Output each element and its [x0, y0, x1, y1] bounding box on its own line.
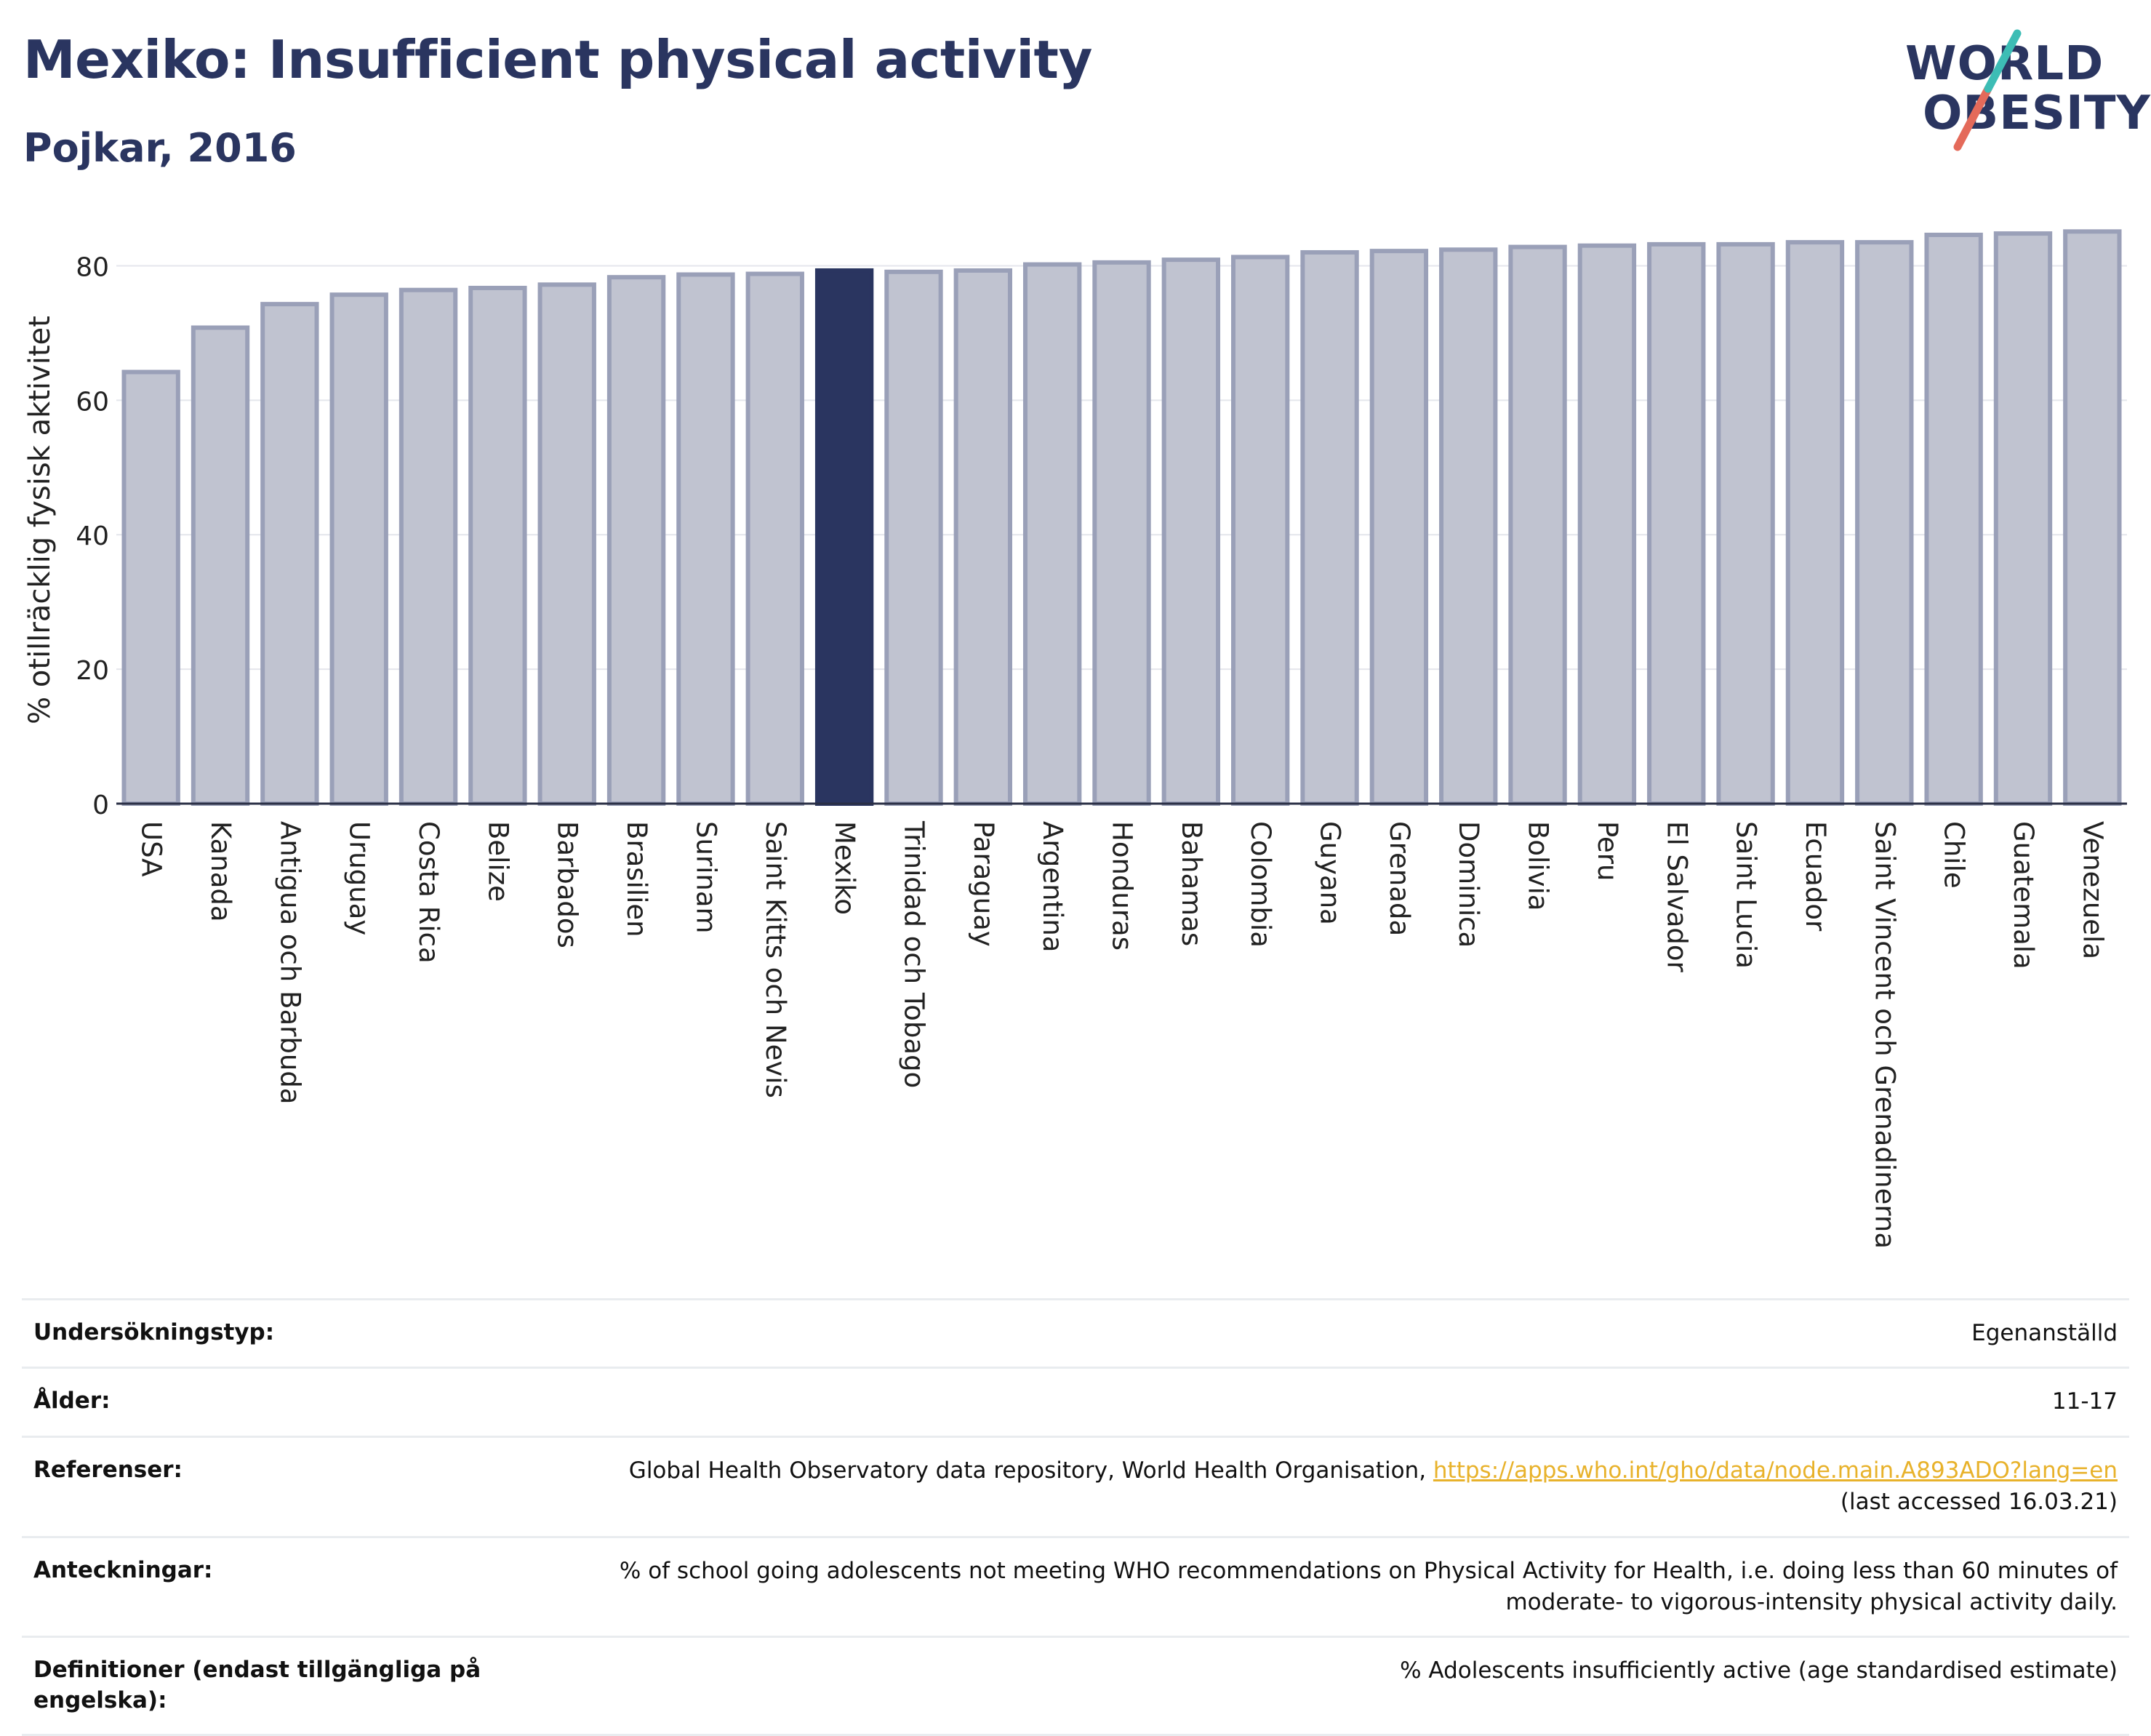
chart-title: Mexiko: Insufficient physical activity	[23, 29, 1092, 90]
y-tick-label: 20	[76, 656, 109, 686]
meta-row-definitions: Definitioner (endast tillgängliga på eng…	[22, 1636, 2129, 1736]
y-tick-label: 60	[76, 387, 109, 417]
meta-value: % of school going adolescents not meetin…	[619, 1557, 2118, 1615]
bar	[121, 369, 180, 806]
chart-subtitle: Pojkar, 2016	[23, 125, 297, 171]
x-tick-label: Barbados	[552, 821, 583, 948]
reference-link[interactable]: https://apps.who.int/gho/data/node.main.…	[1433, 1457, 2118, 1484]
x-tick-label: Chile	[1939, 821, 1970, 889]
bar	[1647, 241, 1706, 806]
x-tick-label: Costa Rica	[413, 821, 444, 964]
x-tick-label: Mexiko	[829, 821, 860, 915]
x-tick-label: Surinam	[690, 821, 721, 934]
x-tick-label: Peru	[1592, 821, 1623, 881]
x-tick-label: Guyana	[1315, 821, 1346, 925]
meta-row-notes: Anteckningar: % of school going adolesce…	[22, 1535, 2129, 1636]
y-axis-label: % otillräcklig fysisk aktivitet	[23, 316, 57, 724]
x-tick-label: Grenada	[1384, 821, 1415, 936]
meta-value: Global Health Observatory data repositor…	[629, 1455, 2118, 1519]
bar	[1092, 260, 1151, 807]
meta-label: Anteckningar:	[33, 1556, 213, 1583]
x-tick-label: Bolivia	[1523, 821, 1554, 911]
bar	[1785, 240, 1845, 806]
bar	[1300, 249, 1359, 806]
bar	[1231, 255, 1290, 806]
meta-label: Referenser:	[33, 1456, 183, 1483]
x-tick-label: Uruguay	[344, 821, 375, 935]
x-tick-label: Saint Lucia	[1731, 821, 1762, 969]
meta-value: 11-17	[2051, 1388, 2118, 1415]
x-tick-label: Bahamas	[1176, 821, 1207, 946]
bar	[606, 275, 666, 806]
meta-row-age: Ålder: 11-17	[22, 1367, 2129, 1435]
y-tick-label: 0	[92, 791, 109, 820]
bar	[1993, 231, 2053, 807]
bar	[2063, 229, 2122, 807]
bar	[1577, 243, 1637, 807]
bar-chart: 0 20 40 60 80 % otillräcklig fysisk aktivitet…	[23, 229, 2127, 1249]
bar	[1439, 247, 1498, 807]
bar	[191, 325, 250, 806]
x-tick-label: Dominica	[1453, 821, 1484, 948]
x-tick-label: Saint Kitts och Nevis	[760, 821, 791, 1098]
x-tick-label: Kanada	[205, 821, 236, 922]
y-tick-label: 80	[76, 252, 109, 282]
x-tick-label: Antigua och Barbuda	[274, 821, 305, 1104]
bar	[953, 268, 1012, 807]
bar	[1508, 244, 1567, 806]
logo-slash-icon	[1953, 29, 2022, 151]
reference-text: Global Health Observatory data repositor…	[628, 1457, 1433, 1484]
y-tick-label: 40	[76, 521, 109, 551]
x-tick-label: Venezuela	[2077, 821, 2108, 959]
logo-line-2: OBESITY	[1923, 87, 2151, 140]
x-tick-label: Colombia	[1245, 821, 1276, 948]
meta-value: Egenanställd	[1971, 1320, 2118, 1346]
x-tick-label: El Salvador	[1661, 821, 1692, 973]
x-tick-label: Paraguay	[968, 821, 999, 947]
bar	[329, 292, 388, 807]
bar	[537, 282, 596, 807]
meta-label: Ålder:	[33, 1388, 111, 1415]
x-tick-label: Ecuador	[1800, 821, 1831, 932]
bar-highlight	[814, 268, 874, 807]
x-tick-label: Trinidad och Tobago	[898, 820, 929, 1088]
bar	[1161, 257, 1221, 807]
bar	[1022, 262, 1082, 807]
bar	[676, 272, 735, 807]
x-tick-label: Guatemala	[2008, 821, 2039, 969]
bar	[1924, 232, 1983, 807]
metadata-table: Undersökningstyp: Egenanställd Ålder: 11…	[22, 1298, 2129, 1736]
x-tick-label: Brasilien	[621, 821, 652, 937]
bar	[884, 269, 943, 806]
bar	[1855, 240, 1914, 806]
x-tick-label: Argentina	[1037, 821, 1068, 952]
meta-value: % Adolescents insufficiently active (age…	[1400, 1657, 2118, 1684]
bar	[1716, 241, 1775, 806]
bar	[398, 287, 458, 806]
bar	[745, 271, 804, 806]
meta-row-references: Referenser: Global Health Observatory da…	[22, 1435, 2129, 1536]
x-tick-label: Belize	[482, 821, 513, 902]
meta-row-survey-type: Undersökningstyp: Egenanställd	[22, 1298, 2129, 1367]
x-tick-label: Honduras	[1107, 821, 1138, 951]
reference-accessed: (last accessed 16.03.21)	[1840, 1489, 2118, 1516]
bar	[1369, 249, 1429, 806]
meta-label: Undersökningstyp:	[33, 1319, 275, 1345]
meta-label: Definitioner (endast tillgängliga på eng…	[33, 1657, 481, 1714]
world-obesity-logo: WORLD OBESITY	[1902, 22, 2150, 153]
x-tick-label: Saint Vincent och Grenadinerna	[1869, 821, 1900, 1249]
x-tick-label: USA	[136, 821, 167, 877]
bar	[468, 285, 527, 806]
bar	[260, 302, 319, 806]
